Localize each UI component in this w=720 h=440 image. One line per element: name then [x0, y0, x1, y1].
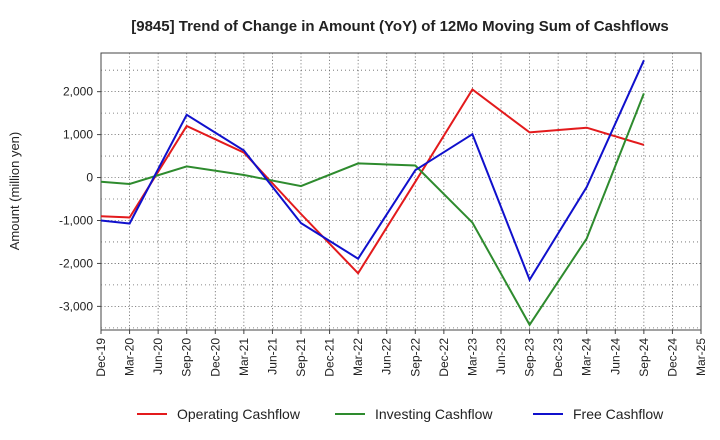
- x-tick-label: Jun-21: [265, 338, 279, 375]
- x-axis-ticks: Dec-19 Mar-20 Jun-20 Sep-20 Dec-20 Mar-21 Jun-…: [94, 330, 708, 377]
- chart-title: [9845] Trend of Change in Amount (YoY) o…: [131, 18, 669, 35]
- y-tick-label: 0: [86, 171, 93, 185]
- x-tick-label: Dec-19: [94, 338, 108, 377]
- x-tick-label: Jun-20: [151, 338, 165, 375]
- x-tick-label: Jun-22: [380, 338, 394, 375]
- x-tick-label: Sep-22: [408, 338, 422, 377]
- y-tick-label: -1,000: [59, 213, 93, 227]
- series-lines: [100, 59, 645, 327]
- y-axis-ticks: -3,000 -2,000 -1,000 0 1,000 2,000: [59, 85, 101, 313]
- legend-label-operating-cashflow: Operating Cashflow: [177, 406, 301, 422]
- x-tick-label: Sep-21: [294, 338, 308, 377]
- x-tick-label: Dec-23: [551, 338, 565, 377]
- series-line-investing-cashflow: [100, 93, 645, 327]
- x-tick-label: Mar-22: [351, 338, 365, 376]
- y-axis-label: Amount (million yen): [7, 132, 22, 251]
- x-tick-label: Sep-23: [523, 338, 537, 377]
- x-tick-label: Dec-22: [437, 338, 451, 377]
- y-tick-label: 2,000: [63, 85, 93, 99]
- y-tick-label: -3,000: [59, 299, 93, 313]
- x-tick-label: Jun-24: [608, 338, 622, 375]
- x-tick-label: Dec-20: [208, 338, 222, 377]
- legend-label-free-cashflow: Free Cashflow: [573, 406, 664, 422]
- grid-lines: [101, 53, 701, 330]
- series-line-operating-cashflow: [100, 88, 645, 275]
- x-tick-label: Jun-23: [494, 338, 508, 375]
- x-tick-label: Sep-20: [180, 338, 194, 377]
- series-line-free-cashflow: [100, 59, 645, 283]
- y-tick-label: -2,000: [59, 256, 93, 270]
- x-tick-label: Dec-21: [323, 338, 337, 377]
- x-tick-label: Sep-24: [637, 338, 651, 377]
- x-tick-label: Mar-20: [123, 338, 137, 376]
- legend-label-investing-cashflow: Investing Cashflow: [375, 406, 493, 422]
- x-tick-label: Dec-24: [665, 338, 679, 377]
- x-tick-label: Mar-24: [580, 338, 594, 376]
- x-tick-label: Mar-21: [237, 338, 251, 376]
- x-tick-label: Mar-25: [694, 338, 708, 376]
- x-tick-label: Mar-23: [465, 338, 479, 376]
- legend: Operating Cashflow Investing Cashflow Free…: [137, 406, 664, 422]
- y-tick-label: 1,000: [63, 128, 93, 142]
